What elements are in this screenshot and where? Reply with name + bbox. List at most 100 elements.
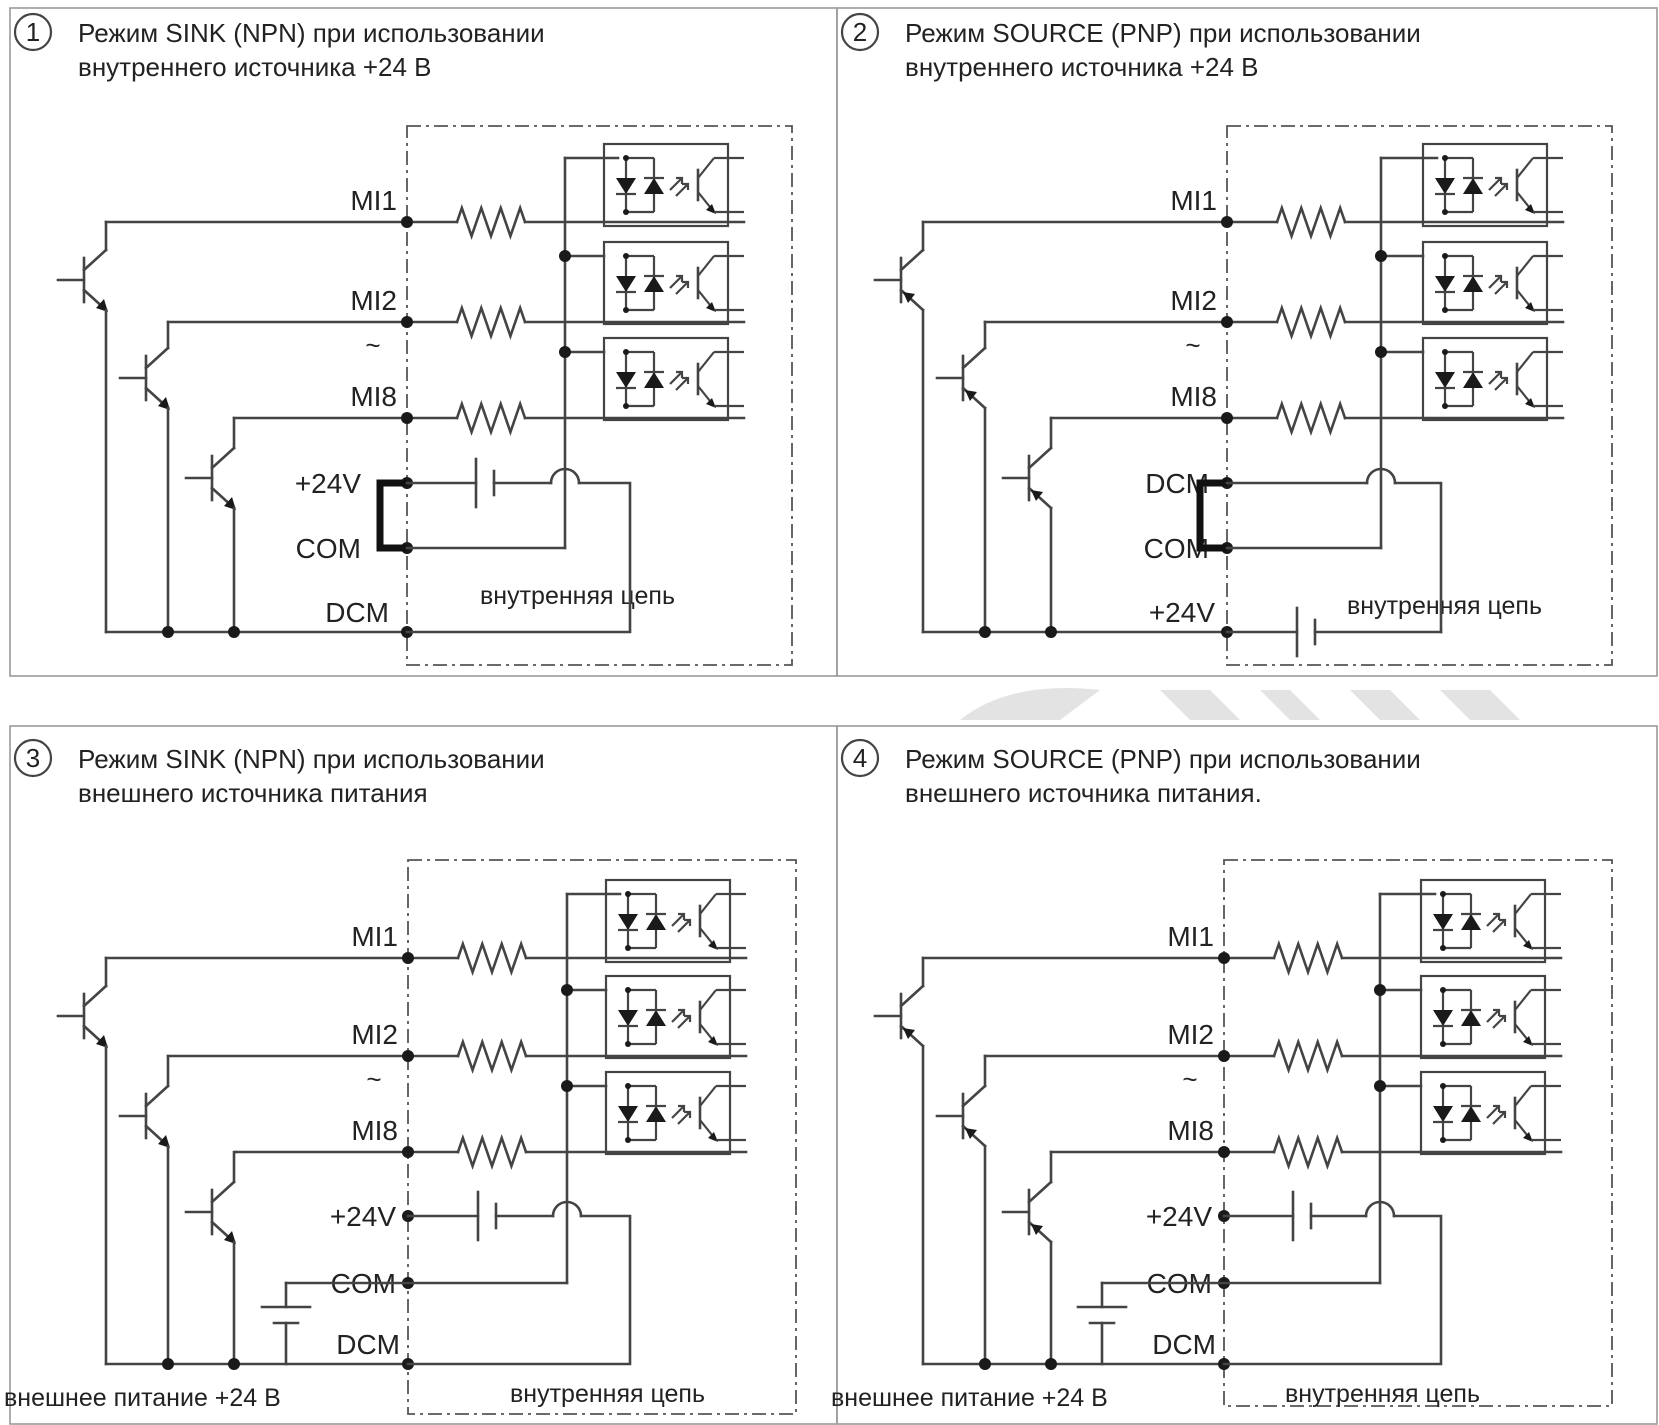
optocoupler	[1419, 1070, 1561, 1156]
light-arrow	[1492, 1015, 1506, 1029]
phototransistor-collector	[699, 1085, 717, 1107]
resistor-zigzag	[1275, 304, 1347, 340]
panel-number: 4	[853, 743, 867, 773]
npn-transistor	[56, 984, 108, 1048]
transistor-collector	[144, 346, 170, 370]
phototransistor-arrow	[1525, 302, 1535, 312]
light-arrow	[1494, 183, 1508, 197]
light-arrow	[671, 1105, 685, 1119]
diode-triangle	[646, 914, 666, 930]
light-arrow	[669, 371, 683, 385]
resistor	[1275, 400, 1347, 436]
terminal-label-MI1: MI1	[350, 185, 397, 216]
panel-1-title-line1: Режим SINK (NPN) при использовании	[78, 18, 545, 48]
jumper-bar	[1196, 479, 1227, 552]
transistor-collector	[144, 1084, 170, 1108]
pnp-transistor	[873, 248, 925, 312]
node	[625, 1041, 631, 1047]
terminal-label-MI2: MI2	[1170, 285, 1217, 316]
light-arrow-head	[678, 912, 686, 920]
terminal-label-MI1: MI1	[351, 921, 398, 952]
light-arrow-head	[1499, 1014, 1507, 1022]
battery-symbol	[474, 457, 496, 509]
wire-crossover	[549, 467, 581, 485]
emitter-arrow	[1031, 490, 1043, 501]
external-supply-label: внешнее питание +24 В	[831, 1384, 1108, 1412]
diode-triangle	[1433, 914, 1453, 930]
light-arrow-head	[1495, 274, 1503, 282]
optocoupler	[604, 878, 746, 964]
node	[623, 253, 629, 259]
junction-dot	[1375, 250, 1387, 262]
transistor-collector	[1027, 446, 1053, 470]
transistor-collector	[961, 346, 987, 370]
panel-4-number: 4	[840, 738, 880, 778]
transistor-collector	[899, 248, 925, 272]
terminal-dot	[401, 216, 413, 228]
light-arrow	[671, 913, 685, 927]
optocoupler	[1419, 878, 1561, 964]
phototransistor-arrow	[706, 398, 716, 408]
node	[1440, 1083, 1446, 1089]
junction-dot	[559, 346, 571, 358]
panel-2-number: 2	[840, 12, 880, 52]
terminal-label-DCM: DCM	[336, 1329, 400, 1360]
light-arrow-head	[1499, 1110, 1507, 1118]
terminal-label-MI2: MI2	[351, 1019, 398, 1050]
light-arrow	[677, 1111, 691, 1125]
node	[623, 209, 629, 215]
node	[625, 1083, 631, 1089]
phototransistor-arrow	[708, 1132, 718, 1142]
diode-triangle	[618, 1106, 638, 1122]
internal-circuit-label: внутренняя цепь	[510, 1380, 705, 1408]
light-arrow	[1486, 913, 1500, 927]
diode-triangle	[1463, 276, 1483, 292]
resistor	[1272, 940, 1344, 976]
transistor-collector	[210, 446, 236, 470]
watermark-shape	[1440, 690, 1520, 720]
light-arrow-head	[676, 370, 684, 378]
light-arrow	[1486, 1105, 1500, 1119]
node	[625, 891, 631, 897]
emitter-arrow	[965, 390, 977, 401]
diode-triangle	[1463, 372, 1483, 388]
supply-wire	[1222, 1214, 1443, 1366]
number-circle	[840, 738, 880, 778]
phototransistor-collector	[697, 351, 715, 373]
terminal-label-MI8: MI8	[351, 1115, 398, 1146]
resistor-zigzag	[1272, 940, 1344, 976]
node	[1442, 209, 1448, 215]
junction-dot	[162, 1358, 174, 1370]
light-arrow	[1492, 1111, 1506, 1125]
panel-3-title-line2: внешнего источника питания	[78, 778, 428, 808]
junction-dot	[162, 626, 174, 638]
optocoupler	[602, 142, 744, 228]
phototransistor-collector	[1516, 157, 1534, 179]
node	[1440, 1041, 1446, 1047]
dcm-wire	[1393, 481, 1443, 634]
junction-dot	[228, 1358, 240, 1370]
junction-dot	[1375, 346, 1387, 358]
panel-3: 3 Режим SINK (NPN) при использовании внешн…	[4, 738, 797, 1415]
panel-1-number: 1	[13, 12, 53, 52]
optocoupler-box	[604, 878, 732, 964]
junction-dot	[979, 1358, 991, 1370]
junction-dot	[561, 1080, 573, 1092]
npn-transistor	[118, 1084, 170, 1148]
node	[1440, 945, 1446, 951]
junction-dot	[1045, 626, 1057, 638]
panel-1: 1 Режим SINK (NPN) при использовании внутр…	[13, 12, 793, 666]
panel-4: 4 Режим SOURCE (PNP) при использовании вне…	[831, 738, 1613, 1412]
npn-transistor	[184, 1180, 236, 1244]
panel-number: 2	[853, 17, 867, 47]
resistor-zigzag	[456, 1134, 528, 1170]
transistor-collector	[82, 984, 108, 1008]
diode-triangle	[644, 178, 664, 194]
optocoupler-box	[1421, 142, 1549, 228]
node	[1440, 1137, 1446, 1143]
internal-circuit-boundary	[406, 125, 793, 666]
junction-dot	[1045, 1358, 1057, 1370]
panel-2-title-line1: Режим SOURCE (PNP) при использовании	[905, 18, 1421, 48]
